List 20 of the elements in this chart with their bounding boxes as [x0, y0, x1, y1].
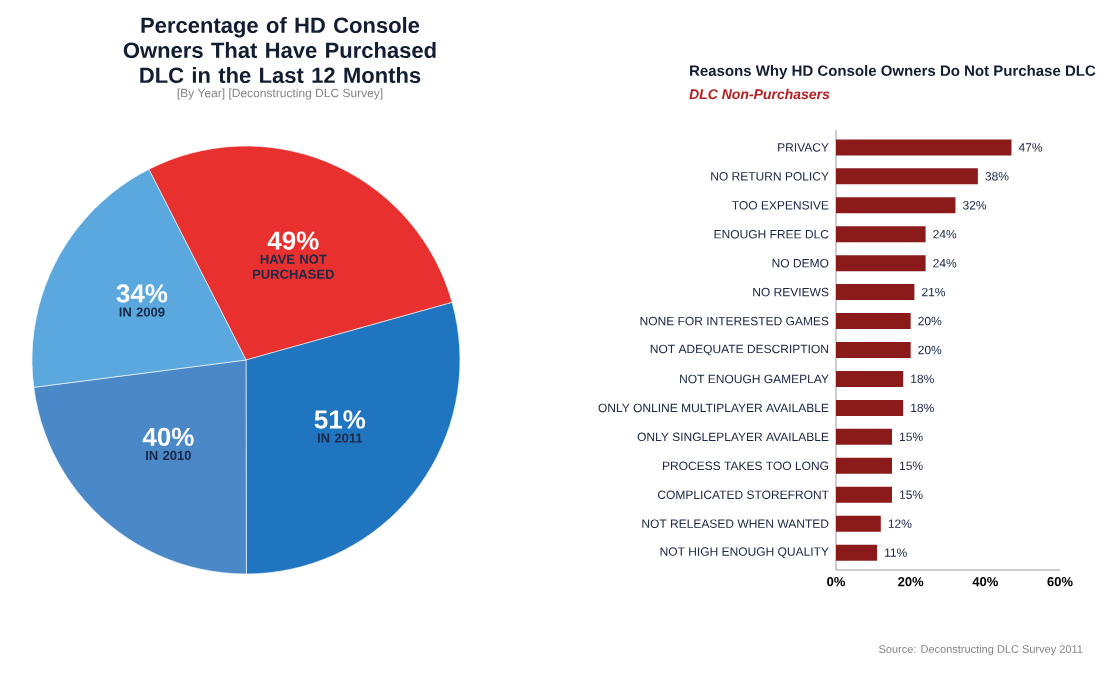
- bar: [836, 139, 1012, 156]
- data-label: 49%: [267, 231, 319, 250]
- bar: [836, 313, 911, 330]
- bar: [836, 197, 956, 214]
- bar: [836, 544, 878, 561]
- bar: [836, 486, 892, 503]
- bar: [836, 457, 892, 474]
- data-label: 34%: [116, 284, 168, 303]
- data-label: 51%: [314, 410, 366, 429]
- bar: [836, 284, 915, 301]
- chart-title: Percentage of HD Console Owners That Have Purchased DLC in the Last 12 Months: [123, 16, 436, 84]
- bar: [836, 168, 978, 185]
- bar: [836, 226, 926, 243]
- bar: [836, 342, 911, 359]
- bar: [836, 255, 926, 272]
- bar: [836, 370, 904, 387]
- data-label: 40%: [142, 427, 194, 447]
- bar: [836, 428, 892, 445]
- bar: [836, 399, 904, 416]
- bar: [836, 515, 881, 532]
